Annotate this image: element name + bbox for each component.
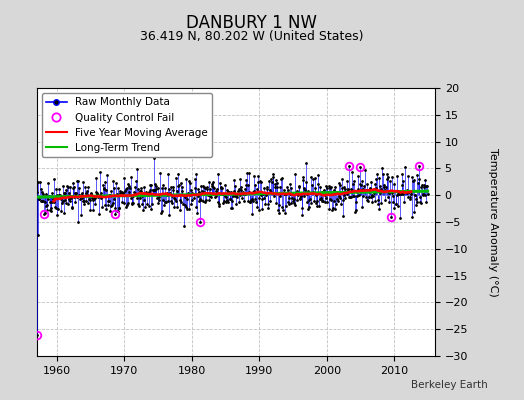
Text: Berkeley Earth: Berkeley Earth [411,380,487,390]
Legend: Raw Monthly Data, Quality Control Fail, Five Year Moving Average, Long-Term Tren: Raw Monthly Data, Quality Control Fail, … [42,93,212,157]
Text: DANBURY 1 NW: DANBURY 1 NW [186,14,317,32]
Y-axis label: Temperature Anomaly (°C): Temperature Anomaly (°C) [488,148,498,296]
Text: 36.419 N, 80.202 W (United States): 36.419 N, 80.202 W (United States) [140,30,363,43]
